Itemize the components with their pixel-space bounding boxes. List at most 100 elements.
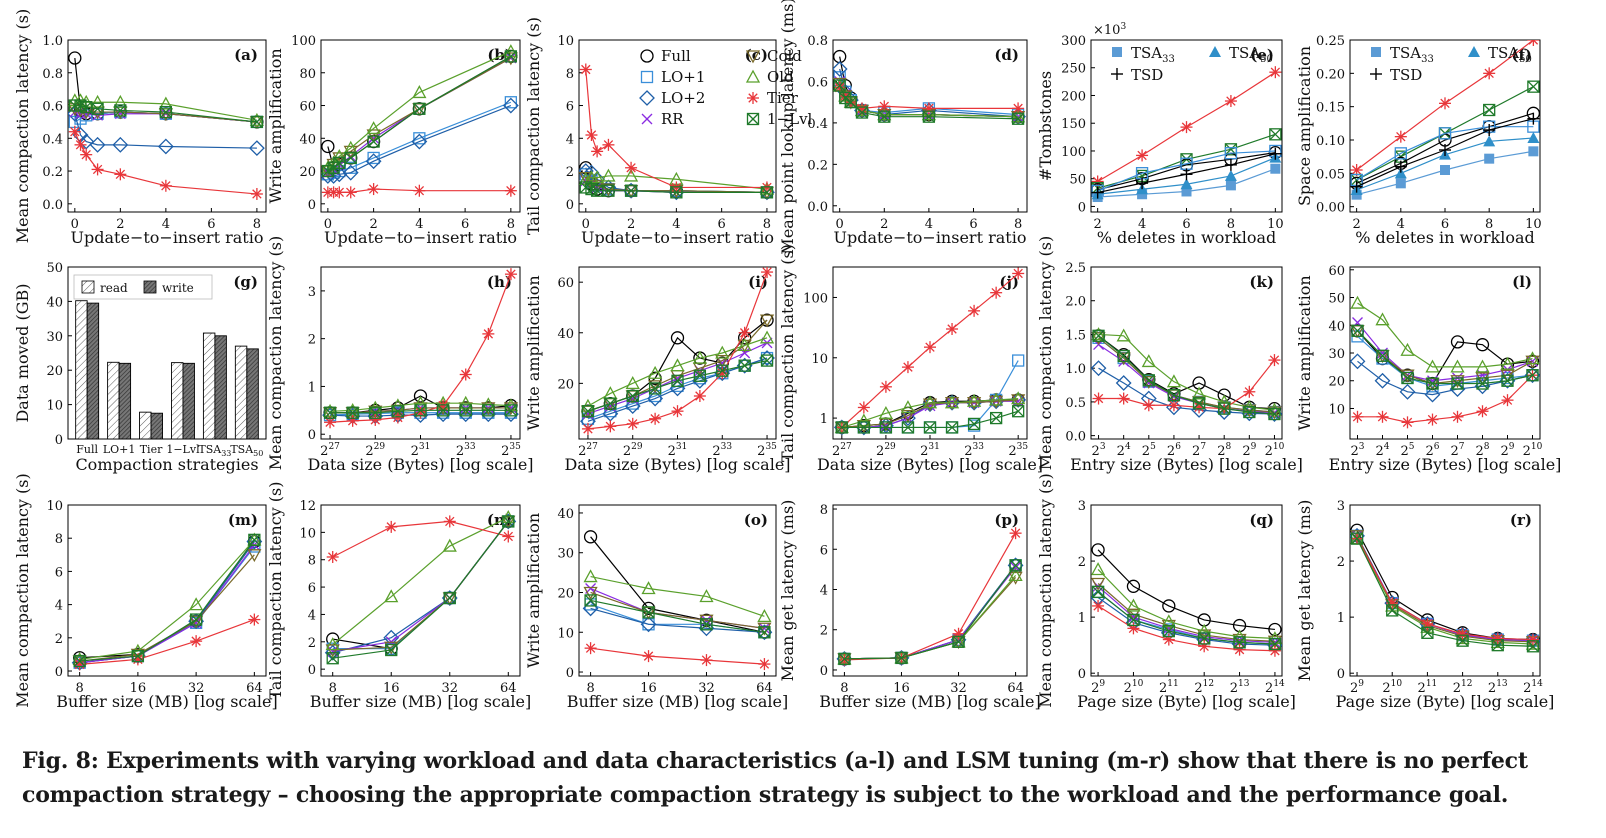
data-point-Old [1350,295,1365,309]
y-axis-label-i: Write amplification [524,275,543,430]
data-point-Tier [625,161,638,174]
data-point-1-Lvl [648,382,662,395]
x-tick-label: 1−Lvl [166,443,200,456]
data-point-LO+2 [756,624,773,641]
data-point-LO+2 [833,61,848,77]
data-point-1-Lvl [369,406,382,419]
data-point-Tier [504,268,517,281]
data-point-1-Lvl [693,369,707,382]
data-point-Cold [966,397,982,411]
data-point-1-Lvl [738,359,751,372]
legend-marker-LO+2 [639,90,655,106]
panel-a: 0.0 0.2 0.4 0.6 0.8 1.0 Mean compaction latenc… [13,9,267,247]
data-point-RR [190,617,202,629]
panel-label-q: (q) [1249,511,1274,529]
data-point-Old [1191,386,1207,400]
data-point-TSD [1394,160,1407,173]
y-tick-label: 0 [55,665,63,680]
series-line-Tier [1357,374,1533,423]
data-point-Old [692,350,707,364]
data-point-Tier [504,184,517,197]
x-axis-label-j: Data size (Bytes) [log scale] [817,455,1043,474]
x-tick-label: 10 [1267,217,1284,232]
x-axis-b: 0 2 4 6 8 [324,208,515,232]
plot-frame-o [578,504,777,677]
data-point-Cold [481,402,496,416]
x-axis-c: 0 2 4 6 8 [582,208,771,232]
y-axis-label-q: Mean compaction latency (s) [1036,473,1055,708]
series-line-Old [841,398,1019,429]
data-point-1-Lvl [901,421,915,434]
data-point-Tier [250,187,263,200]
data-point-1-Lvl [700,618,713,631]
y-tick-label: 3 [1078,499,1086,514]
y-tick-label: 0.20 [1316,67,1345,82]
y-axis-e: 0 50 100 150 200 250 300 [1061,34,1095,215]
data-point-LO+2 [1374,372,1391,389]
x-axis-label-l: Entry size (Bytes) [log scale] [1329,455,1562,474]
data-point-Old [366,121,381,135]
y-tick-label: 3 [308,285,316,300]
y-tick-label: 300 [1061,34,1086,49]
y-tick-label: 12 [299,499,316,514]
y-axis-label-r: Mean get latency (ms) [1295,500,1314,682]
y-axis-label-d: Mean point lookup latency (ms) [778,0,797,255]
y-axis-label-e: #Tombstones [1036,71,1055,181]
data-point-LO+2 [502,97,519,114]
data-point-Old [944,395,960,409]
data-point-1-Lvl [250,115,264,129]
y-tick-label: 0.15 [1316,101,1345,116]
legend-label-Old: Old [767,68,794,86]
data-point-TSA50 [1527,132,1540,143]
x-axis-label-a: Update−to−insert ratio [71,228,264,247]
series-line-Full [79,541,255,659]
data-point-Old [1197,623,1212,637]
data-point-Cold [1525,355,1540,369]
y-tick-label: 0.5 [1065,396,1086,411]
x-axis-label-e: % deletes in workload [1097,228,1277,247]
data-point-Tier [385,520,398,533]
data-point-Tier [1092,392,1105,405]
data-point-Tier [1180,121,1193,134]
y-axis-label-l: Write amplification [1295,275,1314,430]
data-point-Tier [248,613,261,626]
data-point-1-Lvl [1117,349,1130,363]
y-tick-label: 1 [1337,611,1345,626]
series-group-k [1091,327,1282,422]
data-point-1-Lvl [391,405,405,418]
data-point-Tier [74,138,87,151]
y-tick-label: 2 [55,632,63,647]
data-point-Old [715,345,730,359]
data-point-1-Lvl [346,406,359,419]
data-point-1-Lvl [1092,329,1105,342]
series-line-LO+1 [332,521,509,650]
data-point-TSD [1136,177,1149,190]
data-point-Tier [990,286,1003,299]
series-group-c [579,63,775,201]
data-point-1-Lvl [1091,585,1105,599]
data-point-Old [757,608,772,622]
data-point-Old [878,405,894,419]
y-tick-label: 0 [1337,667,1345,682]
data-point-Full [1268,622,1282,637]
panel-label-l: (l) [1512,273,1532,291]
y-tick-label: 0.25 [1316,34,1345,49]
data-point-Old [966,393,982,407]
data-point-Full [1126,579,1141,593]
x-tick-label: 4 [415,217,423,232]
y-tick-label: 0 [566,198,574,213]
y-exponent: ×103 [1093,22,1126,38]
y-tick-label: 8 [55,532,63,547]
legend-swatch-read [81,280,95,294]
data-point-1-Lvl [584,594,597,607]
data-point-1-Lvl [758,626,771,639]
legend-marker-1-Lvl [746,112,760,126]
data-point-LO+1 [1438,127,1452,140]
data-point-Old [1091,327,1106,341]
x-tick-label: 2 [1352,217,1360,232]
series-group-e [1091,66,1282,203]
data-point-Tier [333,186,346,199]
data-point-Old [343,140,358,154]
x-axis-label-r: Page size (Byte) [log scale] [1336,692,1555,711]
